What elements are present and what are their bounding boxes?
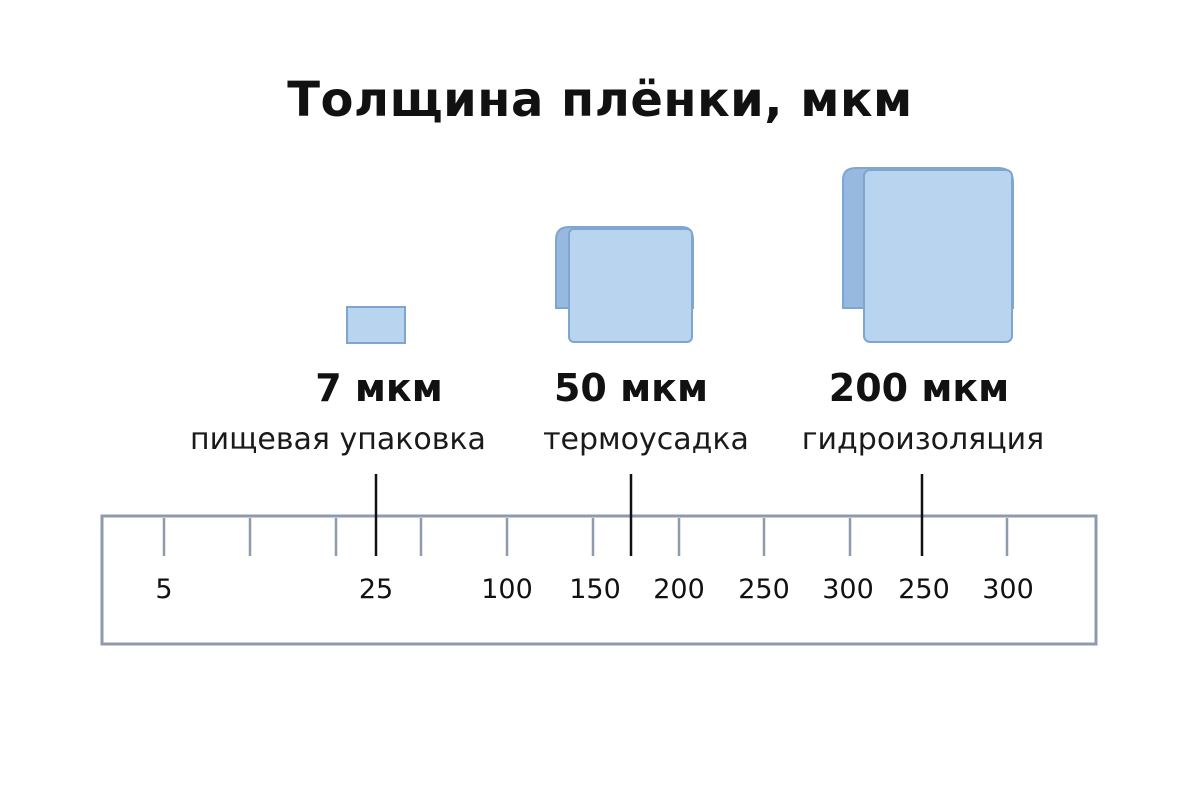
ruler-tick-label: 200 [653, 574, 705, 605]
ruler-tick-label: 5 [155, 574, 173, 605]
usage-label-200: гидроизоляция [801, 422, 1045, 457]
ruler-tick-label: 300 [822, 574, 874, 605]
ruler [100, 514, 1098, 646]
ruler-tick-label: 300 [982, 574, 1034, 605]
film-sample-50 [555, 226, 694, 343]
ruler-tick-label: 150 [569, 574, 621, 605]
ruler-ticks [162, 518, 1009, 556]
thickness-markers [374, 474, 924, 556]
thickness-label-7: 7 мкм [315, 366, 443, 410]
ruler-tick-label: 25 [358, 574, 394, 605]
film-sample-7 [346, 306, 406, 344]
ruler-frame [100, 514, 1098, 646]
usage-label-7: пищевая упаковка [190, 422, 486, 457]
film-sample-200 [842, 167, 1014, 343]
ruler-tick-label: 250 [898, 574, 950, 605]
thickness-label-200: 200 мкм [828, 366, 1010, 410]
ruler-tick-label: 250 [738, 574, 790, 605]
ruler-tick-label: 100 [481, 574, 533, 605]
thickness-label-50: 50 мкм [553, 366, 709, 410]
usage-label-50: термоусадка [543, 422, 749, 457]
diagram-title: Толщина плёнки, мкм [287, 72, 913, 128]
